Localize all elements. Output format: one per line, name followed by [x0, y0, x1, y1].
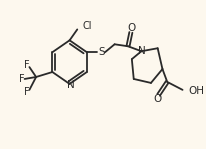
Text: F: F — [24, 87, 29, 97]
Text: OH: OH — [187, 86, 203, 96]
Text: O: O — [127, 23, 135, 33]
Text: N: N — [66, 80, 74, 90]
Text: O: O — [153, 94, 161, 104]
Text: N: N — [137, 46, 145, 56]
Text: S: S — [97, 47, 104, 57]
Text: F: F — [19, 74, 25, 84]
Text: F: F — [24, 60, 29, 70]
Text: Cl: Cl — [82, 21, 91, 31]
